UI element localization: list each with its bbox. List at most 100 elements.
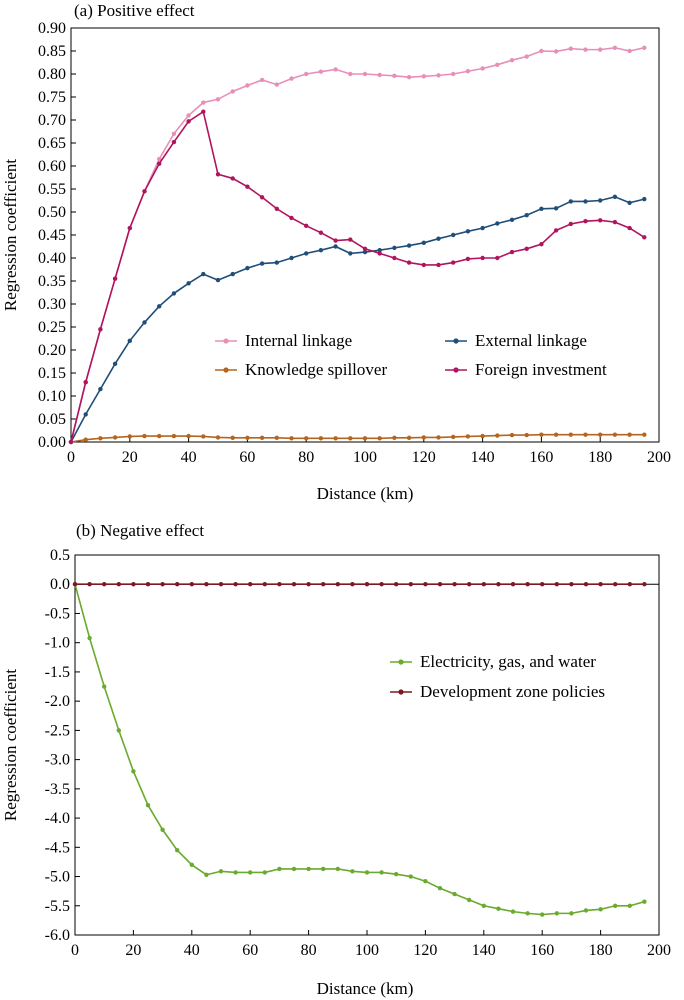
legend-label: External linkage bbox=[475, 331, 587, 350]
data-point bbox=[612, 432, 618, 437]
data-point bbox=[321, 866, 326, 872]
legend-swatch-marker bbox=[223, 367, 229, 373]
plot-frame bbox=[70, 27, 660, 443]
axis-ticks: 0 20 40 60 80 100 120 140 160 180 200 0.5 0.0 -0.5 -1.… bbox=[45, 547, 671, 959]
data-point bbox=[112, 435, 118, 440]
panel-title: (b) Negative effect bbox=[76, 521, 204, 540]
data-point bbox=[553, 228, 559, 233]
legend-label: Development zone policies bbox=[420, 682, 605, 701]
legend: Electricity, gas, and water Development z… bbox=[390, 652, 605, 701]
data-point bbox=[306, 582, 311, 587]
data-point bbox=[467, 897, 472, 903]
data-point bbox=[83, 380, 88, 385]
data-point bbox=[509, 58, 515, 63]
data-point bbox=[230, 89, 235, 94]
data-point bbox=[583, 199, 588, 204]
data-point bbox=[421, 262, 426, 268]
panel-negative-effect: (b) Negative effect Regression coefficie… bbox=[1, 521, 671, 998]
data-point bbox=[72, 582, 78, 587]
data-point bbox=[598, 432, 603, 437]
data-point bbox=[83, 437, 88, 442]
legend-item: Foreign investment bbox=[445, 360, 607, 379]
data-point bbox=[392, 245, 397, 251]
plot-lines bbox=[72, 582, 647, 917]
data-point bbox=[259, 261, 265, 266]
data-point bbox=[480, 255, 485, 261]
series-internal-linkage bbox=[68, 45, 647, 445]
data-point bbox=[259, 195, 265, 200]
data-point bbox=[171, 131, 177, 136]
data-point bbox=[245, 184, 250, 189]
data-point bbox=[451, 232, 456, 238]
series-external-linkage bbox=[68, 194, 647, 445]
data-point bbox=[245, 435, 250, 441]
data-point bbox=[452, 582, 457, 587]
data-point bbox=[289, 255, 294, 261]
data-point bbox=[142, 433, 147, 439]
data-point bbox=[379, 582, 384, 587]
data-point bbox=[452, 891, 457, 897]
y-tick-label: 0.55 bbox=[38, 181, 66, 198]
panel-positive-effect: (a) Positive effect Regression coefficie… bbox=[1, 1, 671, 503]
data-point bbox=[157, 433, 162, 439]
data-point bbox=[379, 870, 384, 875]
x-tick-label: 60 bbox=[242, 942, 258, 959]
data-point bbox=[481, 903, 486, 908]
data-point bbox=[157, 156, 162, 162]
data-point bbox=[642, 235, 647, 240]
x-tick-label: 140 bbox=[472, 942, 496, 959]
data-point bbox=[201, 434, 206, 439]
data-point bbox=[524, 246, 529, 251]
data-point bbox=[598, 582, 603, 587]
data-point bbox=[116, 728, 122, 733]
data-point bbox=[277, 582, 282, 587]
x-tick-label: 180 bbox=[589, 942, 613, 959]
data-point bbox=[612, 194, 618, 200]
data-point bbox=[127, 434, 132, 439]
x-tick-label: 20 bbox=[125, 942, 141, 959]
data-point bbox=[348, 251, 353, 256]
data-point bbox=[554, 911, 559, 916]
data-point bbox=[348, 237, 353, 242]
data-point bbox=[525, 582, 530, 587]
data-point bbox=[465, 229, 471, 234]
x-tick-label: 20 bbox=[122, 449, 138, 466]
data-point bbox=[98, 436, 103, 441]
x-tick-label: 160 bbox=[529, 449, 553, 466]
data-point bbox=[215, 97, 221, 102]
y-tick-label: 0.00 bbox=[38, 434, 66, 451]
data-point bbox=[627, 903, 632, 908]
y-tick-label: 0.85 bbox=[38, 43, 66, 60]
y-tick-label: -5.5 bbox=[45, 898, 70, 915]
data-point bbox=[642, 899, 647, 904]
legend-swatch-marker bbox=[453, 367, 459, 373]
data-point bbox=[554, 582, 559, 587]
data-point bbox=[362, 436, 368, 441]
data-point bbox=[186, 281, 191, 286]
data-point bbox=[98, 386, 103, 392]
data-point bbox=[613, 903, 618, 908]
data-point bbox=[423, 879, 428, 884]
data-point bbox=[201, 109, 206, 114]
y-tick-label: 0.75 bbox=[38, 89, 66, 106]
y-tick-label: 0.20 bbox=[38, 342, 66, 359]
data-point bbox=[289, 215, 294, 221]
data-point bbox=[274, 82, 279, 87]
data-point bbox=[291, 866, 297, 872]
legend-item: External linkage bbox=[445, 331, 587, 350]
data-point bbox=[230, 271, 235, 277]
y-tick-label: 0.45 bbox=[38, 227, 66, 244]
data-point bbox=[348, 71, 353, 77]
data-point bbox=[171, 291, 177, 296]
data-point bbox=[406, 435, 412, 441]
data-point bbox=[304, 71, 309, 77]
data-point bbox=[157, 161, 162, 166]
x-tick-label: 200 bbox=[647, 449, 671, 466]
data-point bbox=[131, 769, 136, 774]
data-point bbox=[364, 870, 370, 875]
series-line bbox=[70, 46, 645, 443]
data-point bbox=[465, 69, 471, 74]
data-point bbox=[569, 911, 574, 916]
data-point bbox=[568, 221, 573, 227]
data-point bbox=[333, 238, 338, 243]
